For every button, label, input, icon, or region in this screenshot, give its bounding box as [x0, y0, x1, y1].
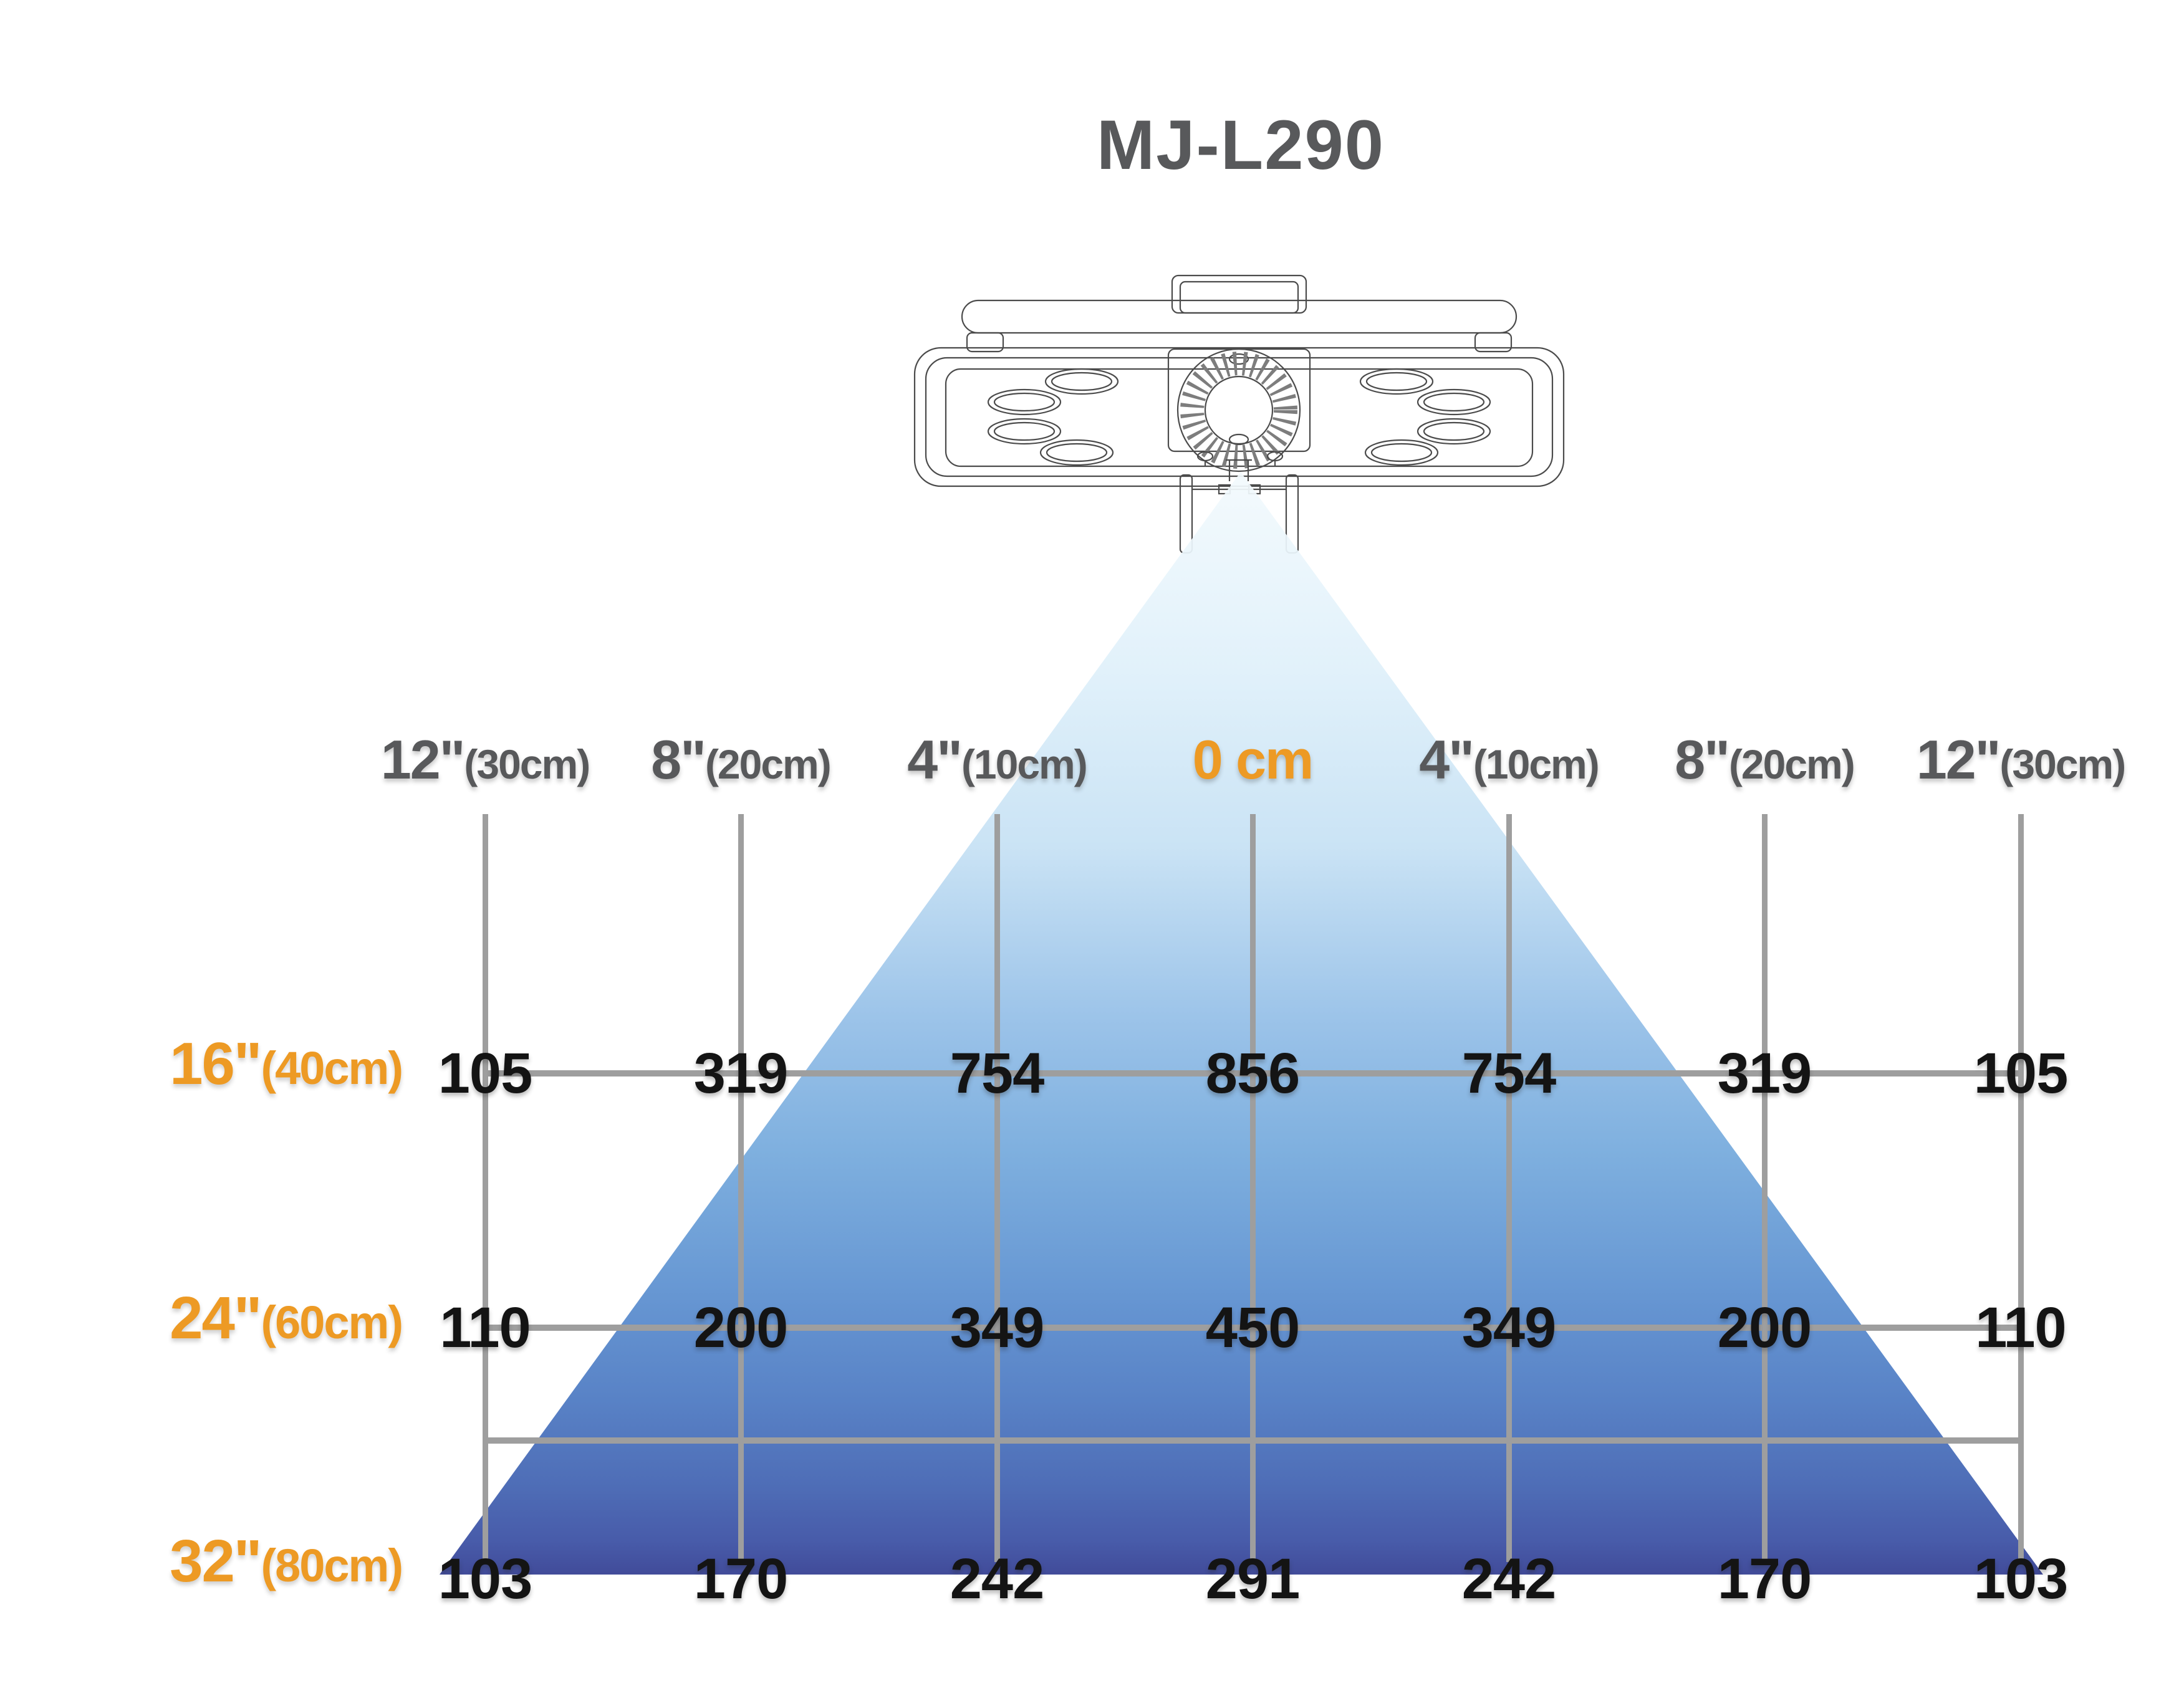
par-value: 754	[950, 1042, 1045, 1105]
par-value: 291	[1205, 1547, 1301, 1611]
par-value: 242	[950, 1547, 1045, 1611]
column-header-right-20cm: 8" (20cm)	[1675, 729, 1855, 790]
grid-vline-3	[994, 814, 1000, 1562]
par-value: 110	[440, 1296, 531, 1359]
par-value: 319	[1717, 1042, 1812, 1105]
par-value: 450	[1205, 1296, 1301, 1359]
grid-vline-6	[1762, 814, 1768, 1562]
grid-vline-2	[738, 814, 744, 1562]
grid-hline-24in	[483, 1325, 2024, 1331]
par-value: 103	[438, 1547, 533, 1611]
fixture-outline	[913, 274, 1565, 554]
par-value: 200	[693, 1296, 789, 1359]
par-value: 105	[438, 1042, 533, 1105]
row-label-24in-60cm: 24" (60cm)	[170, 1285, 403, 1351]
par-value: 110	[1975, 1296, 2066, 1359]
light-beam-triangle	[440, 472, 2043, 1575]
par-value: 242	[1461, 1547, 1557, 1611]
par-value: 170	[1717, 1547, 1812, 1611]
par-value: 200	[1717, 1296, 1812, 1359]
column-header-left-30cm: 12" (30cm)	[380, 729, 590, 790]
column-header-left-20cm: 8" (20cm)	[651, 729, 831, 790]
grid-vline-4	[1250, 814, 1256, 1562]
column-header-left-10cm: 4" (10cm)	[907, 729, 1087, 790]
page-title: MJ-L290	[1096, 106, 1385, 184]
row-label-32in-80cm: 32" (80cm)	[170, 1528, 403, 1594]
par-value: 170	[693, 1547, 789, 1611]
par-value: 754	[1461, 1042, 1557, 1105]
par-value: 105	[1973, 1042, 2069, 1105]
grid-hline-lower	[483, 1437, 2024, 1444]
par-value: 349	[1461, 1296, 1557, 1359]
par-value: 349	[950, 1296, 1045, 1359]
par-value: 103	[1973, 1547, 2069, 1611]
column-header-right-10cm: 4" (10cm)	[1419, 729, 1599, 790]
grid-vline-5	[1506, 814, 1512, 1562]
column-header-center-0cm: 0 cm	[1192, 729, 1314, 790]
light-fixture-drawing	[913, 274, 1565, 554]
par-value: 856	[1205, 1042, 1301, 1105]
column-header-right-30cm: 12" (30cm)	[1916, 729, 2126, 790]
grid-hline-16in	[483, 1070, 2024, 1076]
grid-vline-1	[483, 814, 488, 1562]
grid-vline-7	[2018, 814, 2024, 1562]
par-value: 319	[693, 1042, 789, 1105]
fan-icon	[1176, 348, 1301, 472]
row-label-16in-40cm: 16" (40cm)	[170, 1030, 403, 1097]
